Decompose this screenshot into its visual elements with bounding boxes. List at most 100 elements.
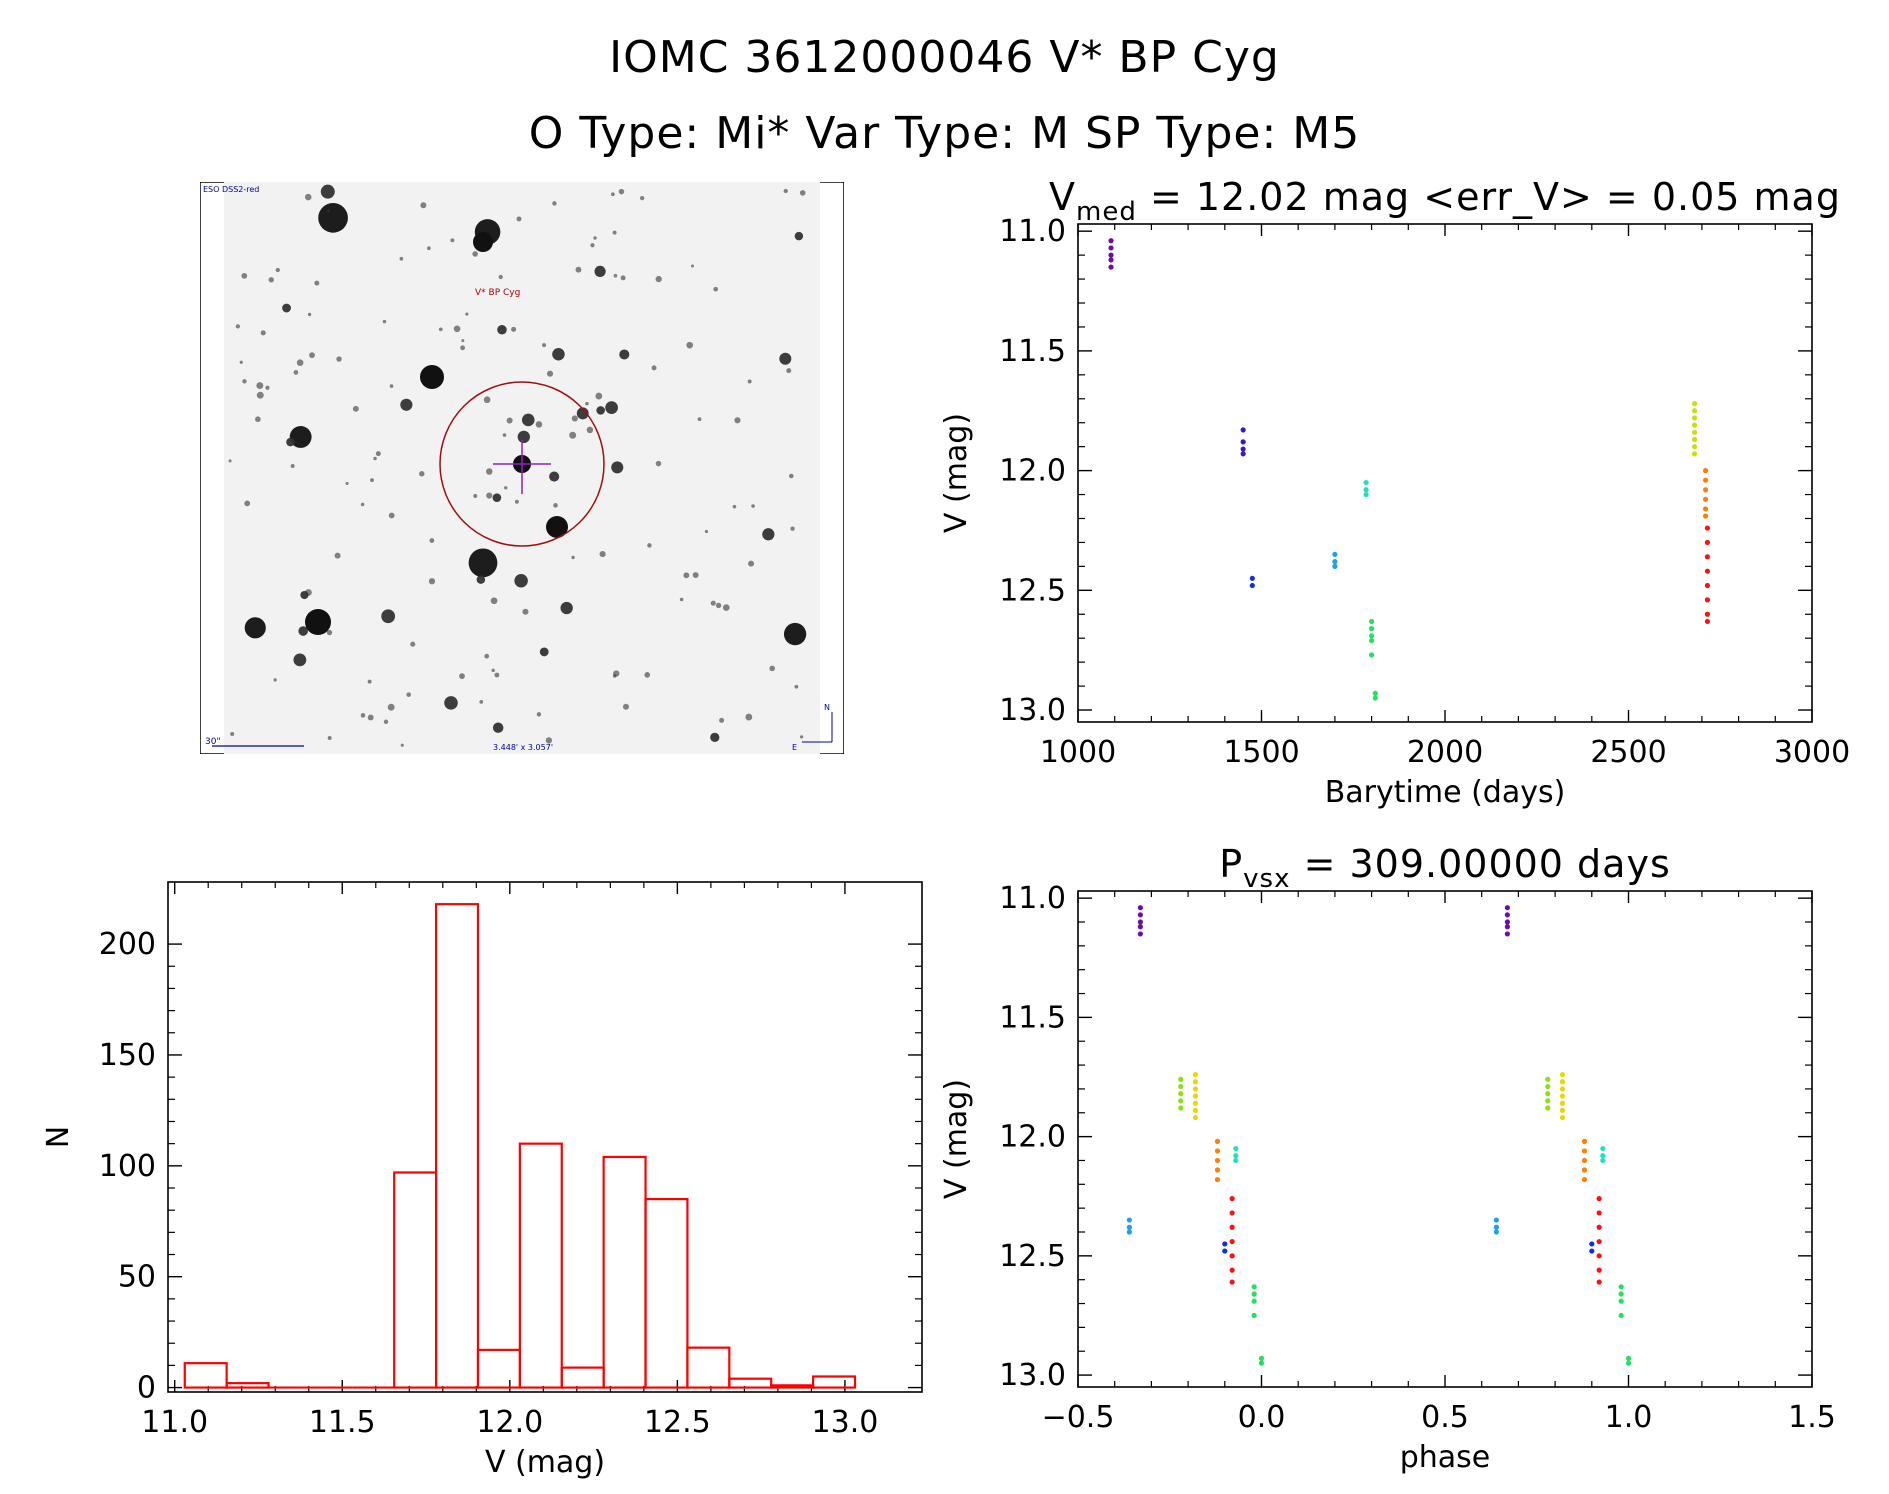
lightcurve-point <box>1691 444 1698 450</box>
phased-title: Pvsx = 309.00000 days <box>1219 842 1671 894</box>
lightcurve-point <box>1691 408 1698 414</box>
histogram-bar <box>225 1382 270 1389</box>
star <box>722 604 730 611</box>
lightcurve-xtick-label: 2000 <box>1407 735 1483 770</box>
phased-point <box>1251 1312 1257 1319</box>
histogram-bar <box>476 1348 521 1389</box>
histogram-xtick-label: 12.5 <box>644 1405 711 1440</box>
phased-point <box>1504 912 1510 918</box>
star <box>769 665 775 672</box>
star <box>542 343 547 348</box>
phased-point <box>1214 1148 1221 1154</box>
star <box>406 692 411 697</box>
phased-ytick-label: 11.5 <box>999 1000 1066 1035</box>
phased-point <box>1581 1167 1588 1173</box>
histogram-bar <box>728 1377 773 1389</box>
lightcurve-ylabel: V (mag) <box>939 413 974 533</box>
star <box>360 713 366 718</box>
star <box>704 529 709 534</box>
figure-title-line2: O Type: Mi* Var Type: M SP Type: M5 <box>528 108 1361 159</box>
star <box>549 471 560 482</box>
phased-ytick-label: 13.0 <box>999 1358 1066 1393</box>
survey-label: ESO DSS2-red <box>203 185 259 194</box>
star <box>444 696 458 710</box>
phased-xlabel: phase <box>1400 1440 1491 1475</box>
phased-point <box>1192 1093 1199 1099</box>
phased-point <box>1233 1145 1239 1152</box>
phased-xtick-label: 0.0 <box>1238 1400 1286 1435</box>
histogram-bar <box>434 903 480 1389</box>
lightcurve-point <box>1704 525 1711 531</box>
star <box>400 398 413 411</box>
star <box>289 426 312 448</box>
lightcurve-point <box>1332 563 1338 569</box>
star <box>492 722 504 733</box>
star <box>399 256 404 261</box>
star <box>697 417 702 422</box>
star <box>619 349 630 360</box>
lightcurve-point <box>1108 257 1114 263</box>
star <box>336 356 342 362</box>
star <box>536 712 542 717</box>
lightcurve-point <box>1702 477 1709 483</box>
star <box>314 280 320 286</box>
star <box>506 417 513 424</box>
histogram-ytick-label: 100 <box>99 1149 156 1184</box>
star <box>228 459 232 463</box>
histogram-bar <box>644 1197 689 1389</box>
star <box>370 478 374 483</box>
lightcurve-point <box>1704 597 1711 603</box>
lightcurve-xtick-label: 1000 <box>1040 735 1116 770</box>
lightcurve-point <box>1691 400 1698 407</box>
lightcurve-point <box>1702 487 1709 493</box>
phased-point <box>1493 1224 1499 1230</box>
phased-point <box>1178 1105 1184 1111</box>
star <box>715 602 722 609</box>
star <box>307 312 312 317</box>
phased-point <box>1137 912 1143 918</box>
star <box>383 719 389 724</box>
star <box>239 360 243 364</box>
phased-point <box>1493 1217 1499 1223</box>
star <box>539 647 549 657</box>
lightcurve-ytick-label: 12.5 <box>999 573 1066 608</box>
star <box>745 713 753 721</box>
star <box>710 600 716 606</box>
phased-point <box>1214 1138 1221 1144</box>
star <box>282 303 291 313</box>
star <box>713 286 719 292</box>
star <box>497 324 507 335</box>
lightcurve-point <box>1249 575 1255 581</box>
star <box>273 678 277 682</box>
phased-point <box>1229 1267 1235 1273</box>
star <box>429 538 435 543</box>
star <box>514 499 519 504</box>
phased-point <box>1545 1083 1551 1090</box>
lightcurve-point <box>1691 415 1698 421</box>
star <box>400 743 404 747</box>
histogram-xlabel: V (mag) <box>485 1445 605 1480</box>
star <box>710 732 720 742</box>
phased-point <box>1600 1145 1606 1152</box>
star <box>679 597 684 602</box>
phased-point <box>1559 1114 1566 1121</box>
phased-point <box>1214 1176 1221 1183</box>
star <box>545 737 553 744</box>
phased-ylabel: V (mag) <box>939 1079 974 1199</box>
star <box>450 238 455 243</box>
phased-point <box>1504 919 1510 925</box>
lightcurve-point <box>1372 695 1378 701</box>
phased-point <box>1192 1114 1199 1121</box>
phased-point <box>1192 1086 1199 1092</box>
phased-point <box>1625 1360 1632 1366</box>
star <box>612 230 617 235</box>
phased-point <box>1559 1079 1566 1085</box>
lightcurve-point <box>1363 487 1369 493</box>
lightcurve-point <box>1249 582 1255 589</box>
sky-image: ESO DSS2-red V* BP Cyg 30" 3.448' x 3.05… <box>200 182 844 754</box>
star <box>521 413 535 427</box>
star <box>484 653 490 659</box>
star <box>491 668 495 673</box>
compass-east-label: E <box>792 743 797 752</box>
star <box>367 714 374 721</box>
